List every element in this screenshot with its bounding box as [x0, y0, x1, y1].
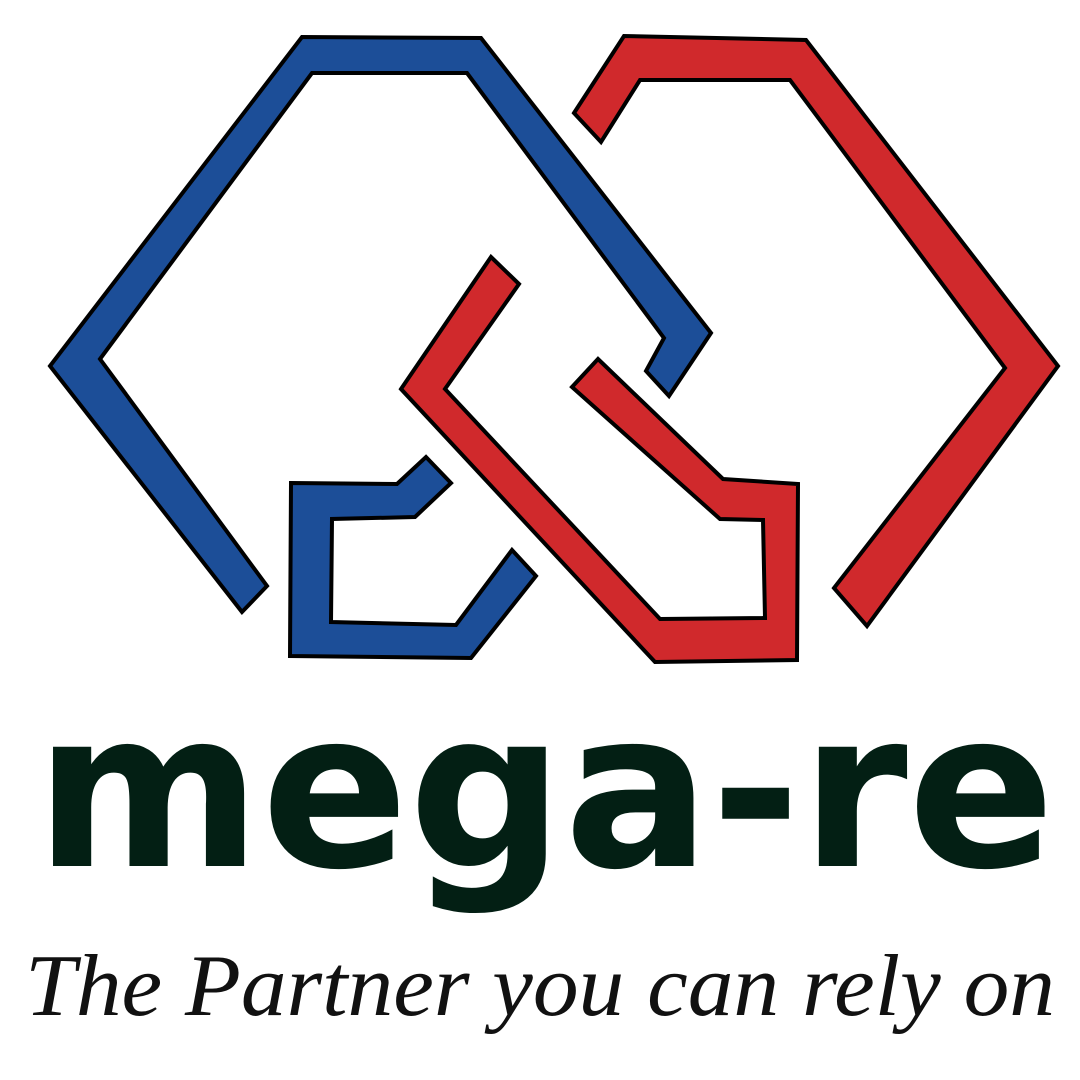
blue-outer-link — [47, 34, 714, 616]
red-inner-link — [398, 253, 801, 665]
tagline: The Partner you can rely on — [25, 938, 1055, 1035]
brand-name: mega-re — [35, 665, 1055, 918]
blue-inner-link — [287, 454, 539, 661]
red-outer-link — [571, 33, 1061, 630]
